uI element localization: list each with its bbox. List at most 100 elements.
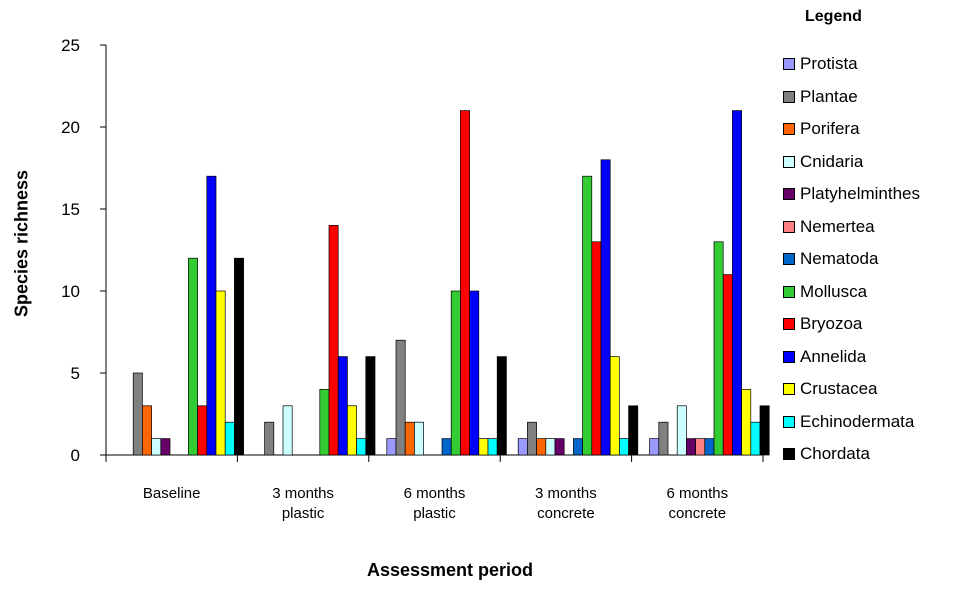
legend-swatch [783,123,795,136]
bar-annelida [732,110,742,456]
bar-chordata [365,356,376,456]
bar-bryozoa [328,225,339,456]
bar-porifera [404,421,415,456]
bar-chordata [759,405,770,456]
x-tick-label: plastic [282,505,325,522]
legend-swatch [783,285,795,298]
legend-label: Echinodermata [800,411,915,431]
x-tick-label: 3 months [535,485,597,502]
legend-swatch [783,415,795,428]
x-tick-label: 6 months [404,485,466,502]
legend-item: Chordata [783,438,920,471]
legend-label: Porifera [800,119,860,139]
bar-nematoda [704,438,715,456]
legend-swatch [783,383,795,396]
bar-mollusca [582,175,593,456]
legend-swatch [783,448,795,461]
legend-label: Bryozoa [800,314,863,334]
legend-item: Plantae [783,81,920,114]
bar-echinodermata [224,421,235,456]
bar-plantae [658,421,669,456]
bar-chordata [234,257,244,456]
bar-echinodermata [356,438,367,456]
bar-crustacea [215,290,226,456]
legend-item: Nematoda [783,243,920,276]
y-tick-label: 5 [71,364,80,383]
legend-label: Platyhelminthes [800,184,921,204]
bar-bryozoa [197,405,208,456]
bar-protista [517,438,528,456]
bar-crustacea [347,405,357,456]
bar-cnidaria [282,405,293,456]
bar-crustacea [478,438,489,456]
bar-echinodermata [750,421,761,456]
x-tick-label: concrete [669,505,727,522]
x-tick-label: 6 months [666,485,728,502]
bar-mollusca [319,389,330,456]
legend-label: Nemertea [800,216,875,236]
legend-item: Mollusca [783,276,920,309]
legend-label: Protista [800,54,858,74]
bar-cnidaria [676,405,687,456]
bar-cnidaria [414,421,424,456]
bar-echinodermata [619,438,629,456]
bar-porifera [142,405,152,456]
legend-item: Cnidaria [783,146,920,179]
bar-mollusca [450,290,461,456]
bar-chordata [628,405,639,456]
y-tick-label: 25 [61,36,80,55]
bar-annelida [469,290,480,456]
bar-mollusca [188,257,198,456]
legend-label: Chordata [800,444,870,464]
legend-swatch [783,220,795,233]
bar-platyhelminthes [686,438,696,456]
legend-label: Crustacea [800,379,878,399]
bar-nematoda [573,438,583,456]
x-tick-label: plastic [413,505,456,522]
bar-bryozoa [460,110,470,456]
bar-nemertea [695,438,706,456]
x-tick-label: 3 months [272,485,334,502]
legend-item: Porifera [783,113,920,146]
y-tick-label: 0 [71,446,80,465]
bar-crustacea [609,356,620,456]
x-tick-label: Baseline [143,485,201,502]
legend: Protista Plantae Porifera Cnidaria Platyhelm… [783,48,920,471]
legend-swatch [783,90,795,103]
legend-swatch [783,253,795,266]
legend-label: Nematoda [800,249,879,269]
legend-label: Plantae [800,86,858,106]
legend-swatch [783,58,795,71]
bar-crustacea [741,389,752,456]
bar-nematoda [441,438,452,456]
legend-item: Protista [783,48,920,81]
bar-plantae [132,372,143,456]
x-tick-label: concrete [537,505,595,522]
legend-label: Annelida [800,346,867,366]
legend-swatch [783,318,795,331]
bar-platyhelminthes [160,438,171,456]
bar-plantae [395,339,406,456]
legend-item: Bryozoa [783,308,920,341]
legend-item: Nemertea [783,211,920,244]
bar-plantae [527,421,537,456]
bar-chordata [496,356,507,456]
bar-annelida [206,175,217,456]
y-tick-label: 20 [61,118,80,137]
y-axis-title: Species richness [11,169,32,318]
bar-cnidaria [545,438,556,456]
bar-porifera [536,438,547,456]
legend-swatch [783,155,795,168]
legend-swatch [783,350,795,363]
legend-label: Mollusca [800,281,868,301]
bar-annelida [600,159,611,456]
bar-platyhelminthes [554,438,565,456]
legend-item: Crustacea [783,373,920,406]
bar-protista [386,438,397,456]
legend-swatch [783,188,795,201]
bar-mollusca [713,241,724,456]
bar-bryozoa [722,274,733,456]
y-tick-label: 10 [61,282,80,301]
legend-label: Cnidaria [800,151,864,171]
